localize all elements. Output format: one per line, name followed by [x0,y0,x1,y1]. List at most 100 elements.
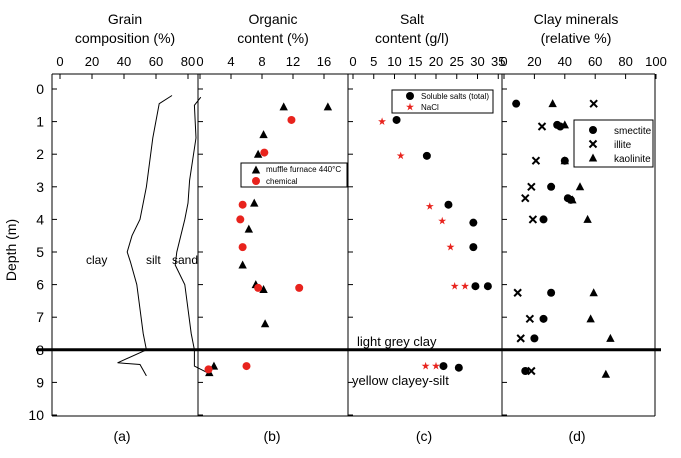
x-tick-label: 12 [286,54,300,69]
depth-tick-label: 3 [36,179,44,195]
soluble-salts-point [483,282,492,291]
legend-marker-nacl [406,102,414,111]
muffle-furnace-point [279,102,288,111]
nacl-point [438,216,447,225]
x-tick-label: 16 [317,54,331,69]
label-sand: sand [172,253,198,267]
kaolinite-point [560,120,569,129]
nacl-point [425,202,434,210]
x-tick-label: 80 [181,54,195,69]
muffle-furnace-point [253,149,263,158]
illite-point [527,182,536,192]
nacl-point [461,282,469,290]
nacl-point [432,361,440,370]
x-tick-label: 25 [450,54,464,69]
x-tick-label: 0 [196,54,203,69]
smectite-point [547,182,556,191]
chemical-point [238,243,247,252]
x-tick-label: 40 [117,54,131,69]
panel-letter: (d) [568,428,585,444]
x-tick-label: 0 [500,54,507,69]
muffle-furnace-point [259,130,268,139]
panel-letter: (b) [263,428,280,444]
x-tick-label: 20 [527,54,541,69]
x-tick-label: 80 [618,54,632,69]
kaolinite-point [586,314,595,323]
panel-title-line1: Grain [108,11,142,27]
legend-label-smectite: smectite [614,126,652,137]
depth-tick-label: 7 [36,309,44,325]
depth-tick-label: 2 [36,146,44,162]
illite-point [521,194,530,203]
legend-marker-chemical [252,177,260,185]
smectite-point [539,314,548,323]
depth-tick-label: 6 [36,277,44,293]
illite-point [525,314,535,324]
x-tick-label: 0 [56,54,63,69]
x-tick-label: 5 [370,54,377,69]
illite-point [531,156,541,165]
illite-point [513,288,522,297]
illite-point [537,122,547,131]
x-tick-label: 30 [470,54,484,69]
legend-label-nacl: NaCl [421,103,439,112]
panel-title-line1: Clay minerals [534,11,619,27]
soluble-salts-point [469,243,478,252]
kaolinite-point [548,99,557,108]
x-tick-label: 15 [408,54,422,69]
kaolinite-point [589,288,598,297]
panel-title-line1: Organic [248,11,297,27]
soluble-salts-point [439,362,448,371]
depth-tick-label: 5 [36,244,44,260]
panel-title-line2: content (%) [237,30,309,46]
y-axis-label: Depth (m) [3,219,19,281]
muffle-furnace-point [238,260,247,269]
x-tick-label: 10 [387,54,401,69]
panel-title-line2: content (g/l) [375,30,449,46]
illite-point [589,99,598,108]
illite-point [528,215,538,224]
x-tick-label: 4 [227,54,234,69]
x-tick-label: 8 [258,54,265,69]
label-silt: silt [146,253,161,267]
soluble-salts-point [444,200,453,209]
x-tick-label: 100 [645,54,667,69]
nacl-point [446,242,455,251]
silt-sand-boundary-line [174,96,208,374]
illite-point [527,366,536,376]
x-tick-label: 60 [149,54,163,69]
legend-box [391,89,494,114]
panel-grain-composition: 0 20 40 60 80 Grain composition (%) (a) clay silt… [51,11,208,444]
chemical-point [287,115,296,124]
panel-clay-minerals: 0 20 40 60 80 100 Clay minerals (relative %) (d)… [500,11,666,444]
legend-marker-smectite [589,126,597,134]
depth-tick-label: 4 [36,211,44,227]
depth-tick-labels: 012345678910 [28,81,44,423]
muffle-furnace-point [259,284,268,293]
panel-title-line2: composition (%) [75,30,175,46]
soluble-salts-point [454,363,463,372]
x-tick-label: 35 [491,54,505,69]
nacl-point [450,282,459,290]
legend-label-illite: illite [614,140,632,151]
legend-marker-illite [588,139,598,149]
boundary-label-lower: yellow clayey-silt [352,373,449,388]
depth-tick-label: 0 [36,81,44,97]
chemical-point [254,283,263,292]
chemical-point [242,362,251,371]
depth-tick-label: 10 [28,407,44,423]
soluble-salts-point [392,115,401,124]
chemical-point [236,215,245,224]
legend-label-muffle: muffle furnace 440°C [266,165,341,174]
illite-point [516,334,525,343]
kaolinite-point [601,369,611,378]
clay-silt-boundary-line [117,95,173,377]
nacl-point [421,361,430,370]
depth-tick-label: 9 [36,374,44,390]
boundary-label-upper: light grey clay [357,334,437,349]
soluble-salts-point [422,151,431,160]
chemical-point [295,283,304,292]
x-tick-label: 20 [85,54,99,69]
